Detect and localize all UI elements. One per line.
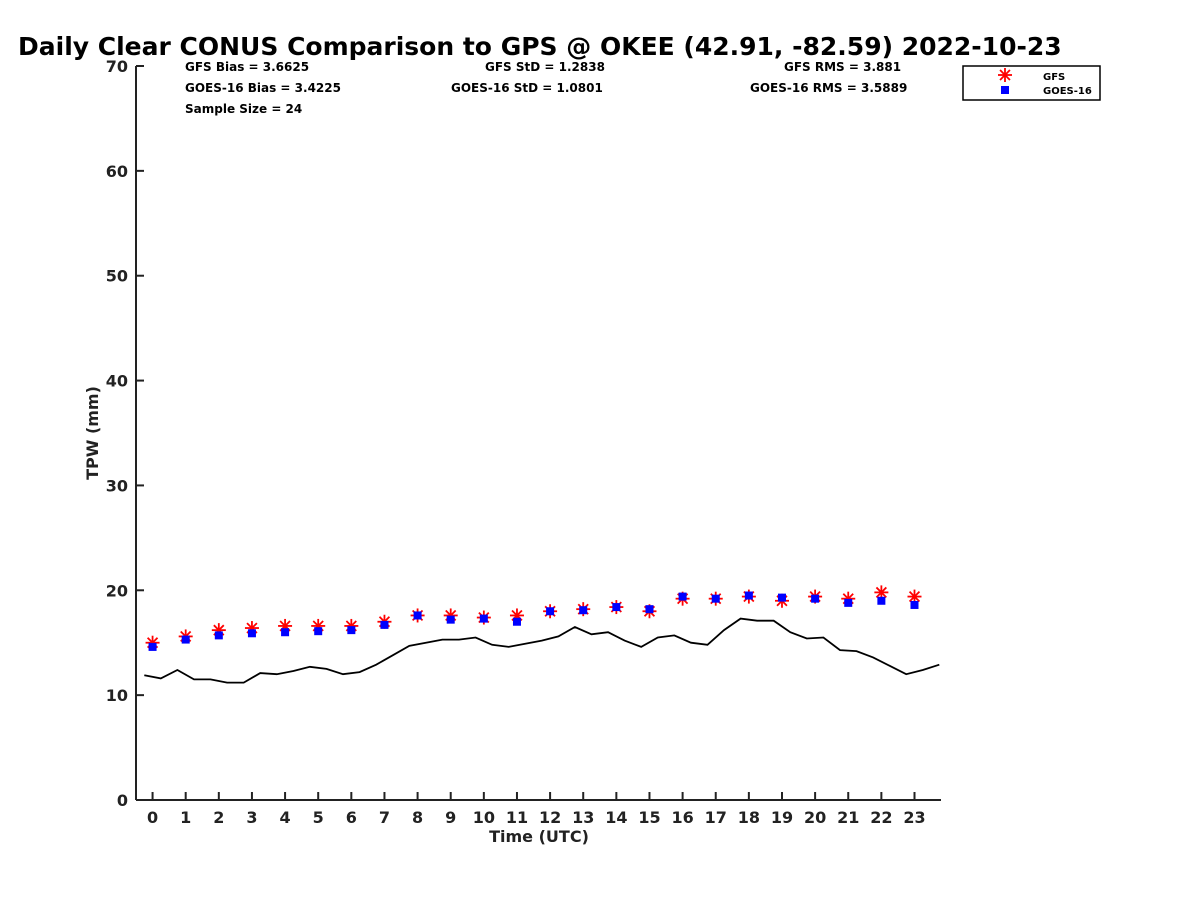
goes-point bbox=[413, 611, 422, 620]
x-tick-label: 14 bbox=[605, 808, 627, 827]
y-axis-label: TPW (mm) bbox=[83, 386, 102, 480]
goes-point bbox=[347, 626, 356, 635]
x-tick-label: 20 bbox=[804, 808, 826, 827]
goes-std-stat: GOES-16 StD = 1.0801 bbox=[451, 81, 603, 95]
x-tick-label: 12 bbox=[539, 808, 561, 827]
legend-gfs-asterisk bbox=[998, 68, 1012, 82]
y-tick-label: 10 bbox=[106, 686, 128, 705]
goes-point bbox=[148, 642, 157, 651]
goes-point bbox=[314, 627, 323, 636]
x-tick-label: 9 bbox=[445, 808, 456, 827]
goes-point bbox=[579, 606, 588, 615]
x-tick-label: 21 bbox=[837, 808, 859, 827]
y-tick-label: 30 bbox=[106, 476, 128, 495]
x-tick-label: 11 bbox=[506, 808, 528, 827]
goes-point bbox=[844, 598, 853, 607]
x-tick-label: 7 bbox=[379, 808, 390, 827]
goes-point bbox=[711, 594, 720, 603]
goes-point bbox=[678, 592, 687, 601]
x-tick-label: 1 bbox=[180, 808, 191, 827]
y-tick-label: 60 bbox=[106, 162, 128, 181]
gfs-point bbox=[907, 589, 922, 604]
x-tick-label: 18 bbox=[738, 808, 760, 827]
x-tick-label: 22 bbox=[870, 808, 892, 827]
goes-point bbox=[247, 629, 256, 638]
gfs-std-stat: GFS StD = 1.2838 bbox=[485, 60, 605, 74]
goes-point bbox=[877, 596, 886, 605]
goes-point bbox=[281, 628, 290, 637]
x-tick-label: 17 bbox=[705, 808, 727, 827]
gfs-bias-stat: GFS Bias = 3.6625 bbox=[185, 60, 309, 74]
legend: GFS GOES-16 bbox=[962, 65, 1101, 101]
goes-rms-stat: GOES-16 RMS = 3.5889 bbox=[750, 81, 907, 95]
gps-series-line bbox=[144, 617, 940, 684]
y-tick-label: 0 bbox=[117, 791, 128, 810]
goes-point bbox=[446, 615, 455, 624]
legend-gfs-label: GFS bbox=[1043, 72, 1065, 83]
goes-bias-stat: GOES-16 Bias = 3.4225 bbox=[185, 81, 341, 95]
goes-point bbox=[380, 620, 389, 629]
goes-point bbox=[811, 594, 820, 603]
legend-goes-label: GOES-16 bbox=[1043, 86, 1092, 97]
x-tick-label: 13 bbox=[572, 808, 594, 827]
x-tick-label: 4 bbox=[280, 808, 291, 827]
y-tick-label: 70 bbox=[106, 57, 128, 76]
gfs-rms-stat: GFS RMS = 3.881 bbox=[784, 60, 901, 74]
goes-point bbox=[546, 607, 555, 616]
legend-gfs-marker bbox=[998, 68, 1012, 82]
x-tick-label: 3 bbox=[246, 808, 257, 827]
x-tick-label: 23 bbox=[903, 808, 925, 827]
sample-size-stat: Sample Size = 24 bbox=[185, 102, 302, 116]
y-tick-label: 40 bbox=[106, 372, 128, 391]
goes-point bbox=[181, 635, 190, 644]
x-tick-label: 5 bbox=[313, 808, 324, 827]
goes-point bbox=[744, 591, 753, 600]
goes-point bbox=[479, 614, 488, 623]
x-tick-label: 15 bbox=[638, 808, 660, 827]
x-axis-label: Time (UTC) bbox=[489, 827, 589, 846]
x-tick-label: 8 bbox=[412, 808, 423, 827]
goes-point bbox=[612, 603, 621, 612]
y-tick-label: 20 bbox=[106, 581, 128, 600]
x-tick-label: 2 bbox=[213, 808, 224, 827]
goes-point bbox=[777, 593, 786, 602]
goes-point bbox=[512, 617, 521, 626]
goes-point bbox=[910, 600, 919, 609]
x-tick-label: 19 bbox=[771, 808, 793, 827]
goes-point bbox=[645, 605, 654, 614]
legend-box bbox=[962, 65, 1101, 101]
x-tick-label: 10 bbox=[473, 808, 495, 827]
x-tick-label: 0 bbox=[147, 808, 158, 827]
goes-point bbox=[214, 631, 223, 640]
legend-goes-marker bbox=[1001, 86, 1009, 94]
y-tick-label: 50 bbox=[106, 267, 128, 286]
x-tick-label: 6 bbox=[346, 808, 357, 827]
chart-title: Daily Clear CONUS Comparison to GPS @ OK… bbox=[18, 32, 1062, 61]
x-tick-label: 16 bbox=[671, 808, 693, 827]
